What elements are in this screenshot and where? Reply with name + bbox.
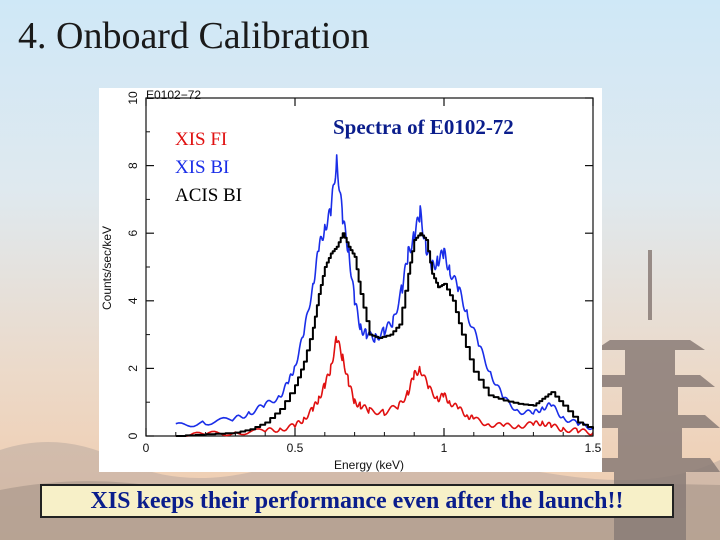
y-tick-label: 10 xyxy=(126,91,140,105)
chart-svg: 0 0.5 1 1.5 0 2 4 6 8 10 E0102−72 Spectra of E010… xyxy=(100,88,602,472)
chart-title: Spectra of E0102-72 xyxy=(333,115,514,139)
legend-entry-xis-bi: XIS BI xyxy=(175,157,229,178)
slide-title: 4. Onboard Calibration xyxy=(18,15,370,57)
series-line-acis-bi xyxy=(175,232,594,437)
y-tick-label: 8 xyxy=(126,162,140,169)
y-tick-label: 6 xyxy=(126,230,140,237)
x-tick-label: 0.5 xyxy=(287,441,304,455)
y-tick-label: 4 xyxy=(126,297,140,304)
x-axis-label: Energy (keV) xyxy=(334,458,404,472)
x-tick-label: 0 xyxy=(143,441,150,455)
x-tick-label: 1.5 xyxy=(585,441,602,455)
legend-entry-acis-bi: ACIS BI xyxy=(175,185,242,206)
legend-entry-xis-fi: XIS FI xyxy=(175,129,227,150)
caption-banner: XIS keeps their performance even after t… xyxy=(40,484,674,518)
x-tick-label: 1 xyxy=(441,441,448,455)
series-line-xis-fi xyxy=(175,335,594,437)
y-tick-label: 0 xyxy=(126,432,140,439)
y-axis-label: Counts/sec/keV xyxy=(100,226,114,310)
source-label: E0102−72 xyxy=(146,88,201,102)
spectrum-chart: 0 0.5 1 1.5 0 2 4 6 8 10 E0102−72 Spectra of E010… xyxy=(99,88,602,472)
y-tick-label: 2 xyxy=(126,365,140,372)
